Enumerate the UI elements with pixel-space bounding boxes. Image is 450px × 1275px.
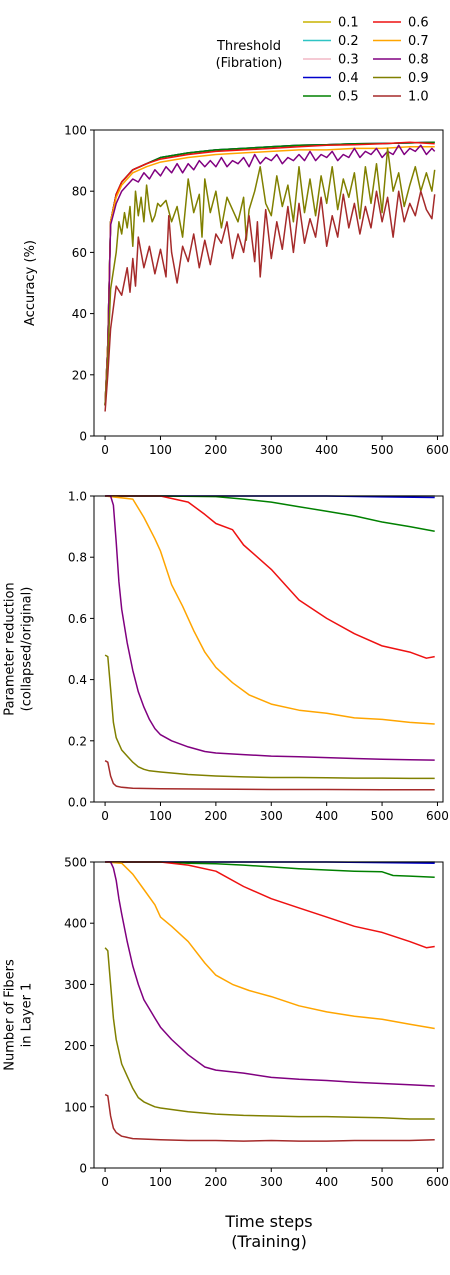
legend-label-0.6: 0.6 bbox=[408, 16, 429, 31]
series-line-0.8 bbox=[105, 862, 435, 1086]
x-tick-label: 200 bbox=[204, 1175, 227, 1189]
x-tick-label: 300 bbox=[260, 443, 283, 457]
legend-label-0.4: 0.4 bbox=[338, 71, 359, 86]
y-tick-label: 400 bbox=[64, 917, 87, 931]
fiber-count-chart: 0 100 200 300 400 500 600 0 100 200 300 400 500 Numbe… bbox=[3, 856, 449, 1190]
series-line-0.9 bbox=[105, 148, 435, 405]
parameter-reduction-chart: 0 100 200 300 400 500 600 0.0 0.2 0.4 0.6 0.8 1.0 Par… bbox=[3, 490, 449, 824]
x-tick-label: 100 bbox=[149, 809, 172, 823]
series-line-0.7 bbox=[105, 147, 435, 406]
y-tick-label: 100 bbox=[64, 124, 87, 138]
series-line-0.6 bbox=[105, 496, 435, 658]
y-tick-label: 80 bbox=[72, 185, 87, 199]
plot-frame bbox=[94, 862, 443, 1168]
y-tick-label: 0.2 bbox=[68, 734, 87, 748]
y-tick-label: 200 bbox=[64, 1039, 87, 1053]
y-tick-label: 40 bbox=[72, 307, 87, 321]
x-tick-label: 200 bbox=[204, 443, 227, 457]
y-tick-label: 0.6 bbox=[68, 612, 87, 626]
series-line-0.5 bbox=[105, 862, 435, 877]
accuracy-chart: 0 100 200 300 400 500 600 0 20 40 60 80 100 Accuracy … bbox=[23, 124, 449, 458]
y-tick-label: 0.0 bbox=[68, 796, 87, 810]
y-tick-label: 0 bbox=[79, 1162, 87, 1176]
x-tick-label: 100 bbox=[149, 443, 172, 457]
legend-label-0.5: 0.5 bbox=[338, 90, 359, 105]
x-tick-label: 500 bbox=[371, 809, 394, 823]
y-axis-title: in Layer 1 bbox=[20, 983, 35, 1048]
legend-label-0.1: 0.1 bbox=[338, 16, 359, 31]
x-tick-label: 500 bbox=[371, 443, 394, 457]
x-tick-label: 600 bbox=[426, 809, 449, 823]
x-tick-label: 300 bbox=[260, 809, 283, 823]
x-tick-label: 300 bbox=[260, 1175, 283, 1189]
legend-label-0.7: 0.7 bbox=[408, 34, 429, 49]
legend-title-line1: Threshold bbox=[216, 39, 281, 54]
y-tick-label: 60 bbox=[72, 246, 87, 260]
series-line-0.7 bbox=[105, 862, 435, 1029]
x-tick-label: 400 bbox=[315, 443, 338, 457]
y-axis-title: Accuracy (%) bbox=[23, 240, 38, 326]
y-tick-label: 500 bbox=[64, 856, 87, 870]
y-tick-label: 100 bbox=[64, 1100, 87, 1114]
x-tick-label: 600 bbox=[426, 1175, 449, 1189]
y-axis-title: Number of Fibers bbox=[3, 959, 18, 1071]
y-tick-label: 0.4 bbox=[68, 673, 87, 687]
legend-label-0.3: 0.3 bbox=[338, 53, 359, 68]
y-tick-label: 0 bbox=[79, 430, 87, 444]
y-tick-label: 1.0 bbox=[68, 490, 87, 504]
x-tick-label: 600 bbox=[426, 443, 449, 457]
series-line-1.0 bbox=[105, 761, 435, 790]
y-tick-label: 300 bbox=[64, 978, 87, 992]
y-tick-label: 0.8 bbox=[68, 551, 87, 565]
series-line-0.9 bbox=[105, 948, 435, 1119]
series-line-1.0 bbox=[105, 191, 435, 411]
legend-title-line2: (Fibration) bbox=[216, 56, 283, 71]
y-tick-label: 20 bbox=[72, 368, 87, 382]
x-axis-title-line2: (Training) bbox=[231, 1232, 307, 1251]
x-tick-label: 200 bbox=[204, 809, 227, 823]
x-tick-label: 0 bbox=[101, 1175, 109, 1189]
x-tick-label: 400 bbox=[315, 1175, 338, 1189]
x-tick-label: 0 bbox=[101, 443, 109, 457]
y-axis-title: (collapsed/original) bbox=[20, 587, 35, 712]
series-line-0.7 bbox=[105, 496, 435, 724]
series-line-0.5 bbox=[105, 496, 435, 531]
x-tick-label: 100 bbox=[149, 1175, 172, 1189]
legend-label-0.2: 0.2 bbox=[338, 34, 359, 49]
x-tick-label: 0 bbox=[101, 809, 109, 823]
y-axis-title: Parameter reduction bbox=[3, 582, 18, 715]
legend-label-1.0: 1.0 bbox=[408, 90, 429, 105]
legend-label-0.8: 0.8 bbox=[408, 53, 429, 68]
legend: Threshold (Fibration) 0.1 0.2 0.3 0.4 0.5 0.6… bbox=[216, 16, 429, 105]
x-axis-title-line1: Time steps bbox=[224, 1212, 312, 1231]
legend-label-0.9: 0.9 bbox=[408, 71, 429, 86]
x-tick-label: 500 bbox=[371, 1175, 394, 1189]
x-tick-label: 400 bbox=[315, 809, 338, 823]
